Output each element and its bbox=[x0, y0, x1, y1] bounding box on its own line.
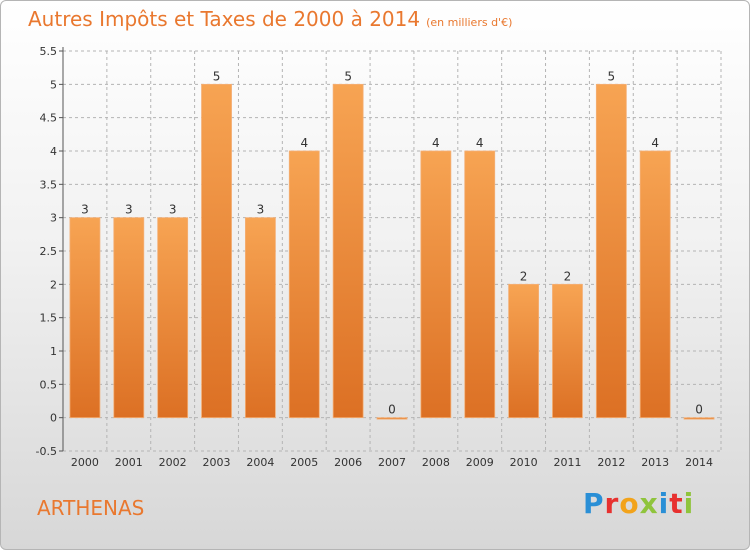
x-tick-label: 2008 bbox=[422, 456, 450, 469]
x-tick-label: 2001 bbox=[115, 456, 143, 469]
y-tick-label: 2.5 bbox=[40, 245, 58, 258]
logo-letter: o bbox=[619, 487, 640, 520]
x-tick-label: 2003 bbox=[203, 456, 231, 469]
bar-value-label: 2 bbox=[564, 269, 572, 283]
bar bbox=[69, 217, 101, 419]
bar bbox=[464, 150, 496, 419]
bar bbox=[376, 417, 408, 420]
y-tick-label: -0.5 bbox=[36, 445, 57, 458]
y-tick-label: 3.5 bbox=[40, 178, 58, 191]
x-tick-label: 2013 bbox=[641, 456, 669, 469]
x-tick-label: 2004 bbox=[246, 456, 274, 469]
logo-letter: x bbox=[639, 487, 659, 520]
x-tick-label: 2012 bbox=[597, 456, 625, 469]
x-tick-label: 2011 bbox=[553, 456, 581, 469]
bar-value-label: 5 bbox=[213, 69, 221, 83]
bar-value-label: 3 bbox=[257, 203, 265, 217]
chart-title: Autres Impôts et Taxes de 2000 à 2014 (en… bbox=[28, 7, 513, 31]
bar-value-label: 4 bbox=[476, 136, 484, 150]
x-tick-label: 2005 bbox=[290, 456, 318, 469]
y-tick-label: 5 bbox=[50, 78, 57, 91]
bar-value-label: 2 bbox=[520, 269, 528, 283]
x-tick-label: 2007 bbox=[378, 456, 406, 469]
y-tick-label: 2 bbox=[50, 278, 57, 291]
x-tick-label: 2002 bbox=[159, 456, 187, 469]
bar bbox=[288, 150, 320, 419]
y-tick-label: 5.5 bbox=[40, 45, 58, 58]
bar bbox=[157, 217, 189, 419]
logo-letter: P bbox=[583, 487, 605, 520]
bar-value-label: 3 bbox=[169, 203, 177, 217]
proxiti-logo: Proxiti bbox=[583, 487, 694, 520]
y-tick-label: 1 bbox=[50, 345, 57, 358]
bar-value-label: 4 bbox=[432, 136, 440, 150]
bar bbox=[639, 150, 671, 419]
bar-value-label: 5 bbox=[344, 69, 352, 83]
bar bbox=[332, 83, 364, 419]
logo-letter: i bbox=[658, 487, 670, 520]
bar bbox=[244, 217, 276, 419]
logo-letter: i bbox=[683, 487, 695, 520]
commune-name: ARTHENAS bbox=[37, 496, 145, 520]
bar-value-label: 3 bbox=[125, 203, 133, 217]
y-tick-label: 4 bbox=[50, 145, 57, 158]
bar bbox=[420, 150, 452, 419]
y-tick-label: 0 bbox=[50, 412, 57, 425]
logo-letter: r bbox=[604, 487, 620, 520]
x-tick-label: 2010 bbox=[510, 456, 538, 469]
bar-value-label: 4 bbox=[300, 136, 308, 150]
x-tick-label: 2000 bbox=[71, 456, 99, 469]
x-tick-label: 2009 bbox=[466, 456, 494, 469]
bar-value-label: 0 bbox=[388, 403, 396, 417]
y-tick-label: 3 bbox=[50, 212, 57, 225]
chart-unit: (en milliers d'€) bbox=[426, 16, 513, 29]
bar bbox=[683, 417, 715, 420]
bar bbox=[201, 83, 232, 419]
y-tick-label: 1.5 bbox=[40, 312, 58, 325]
x-tick-label: 2014 bbox=[685, 456, 713, 469]
bar bbox=[508, 283, 540, 419]
bar-value-label: 0 bbox=[695, 403, 703, 417]
y-tick-label: 0.5 bbox=[40, 378, 58, 391]
bar bbox=[595, 83, 627, 419]
bar-value-label: 3 bbox=[81, 203, 89, 217]
x-tick-label: 2006 bbox=[334, 456, 362, 469]
bar bbox=[552, 283, 583, 419]
bar bbox=[113, 217, 145, 419]
logo-letter: t bbox=[669, 487, 684, 520]
y-tick-label: 4.5 bbox=[40, 112, 58, 125]
bar-value-label: 4 bbox=[651, 136, 659, 150]
bar-value-label: 5 bbox=[608, 69, 616, 83]
